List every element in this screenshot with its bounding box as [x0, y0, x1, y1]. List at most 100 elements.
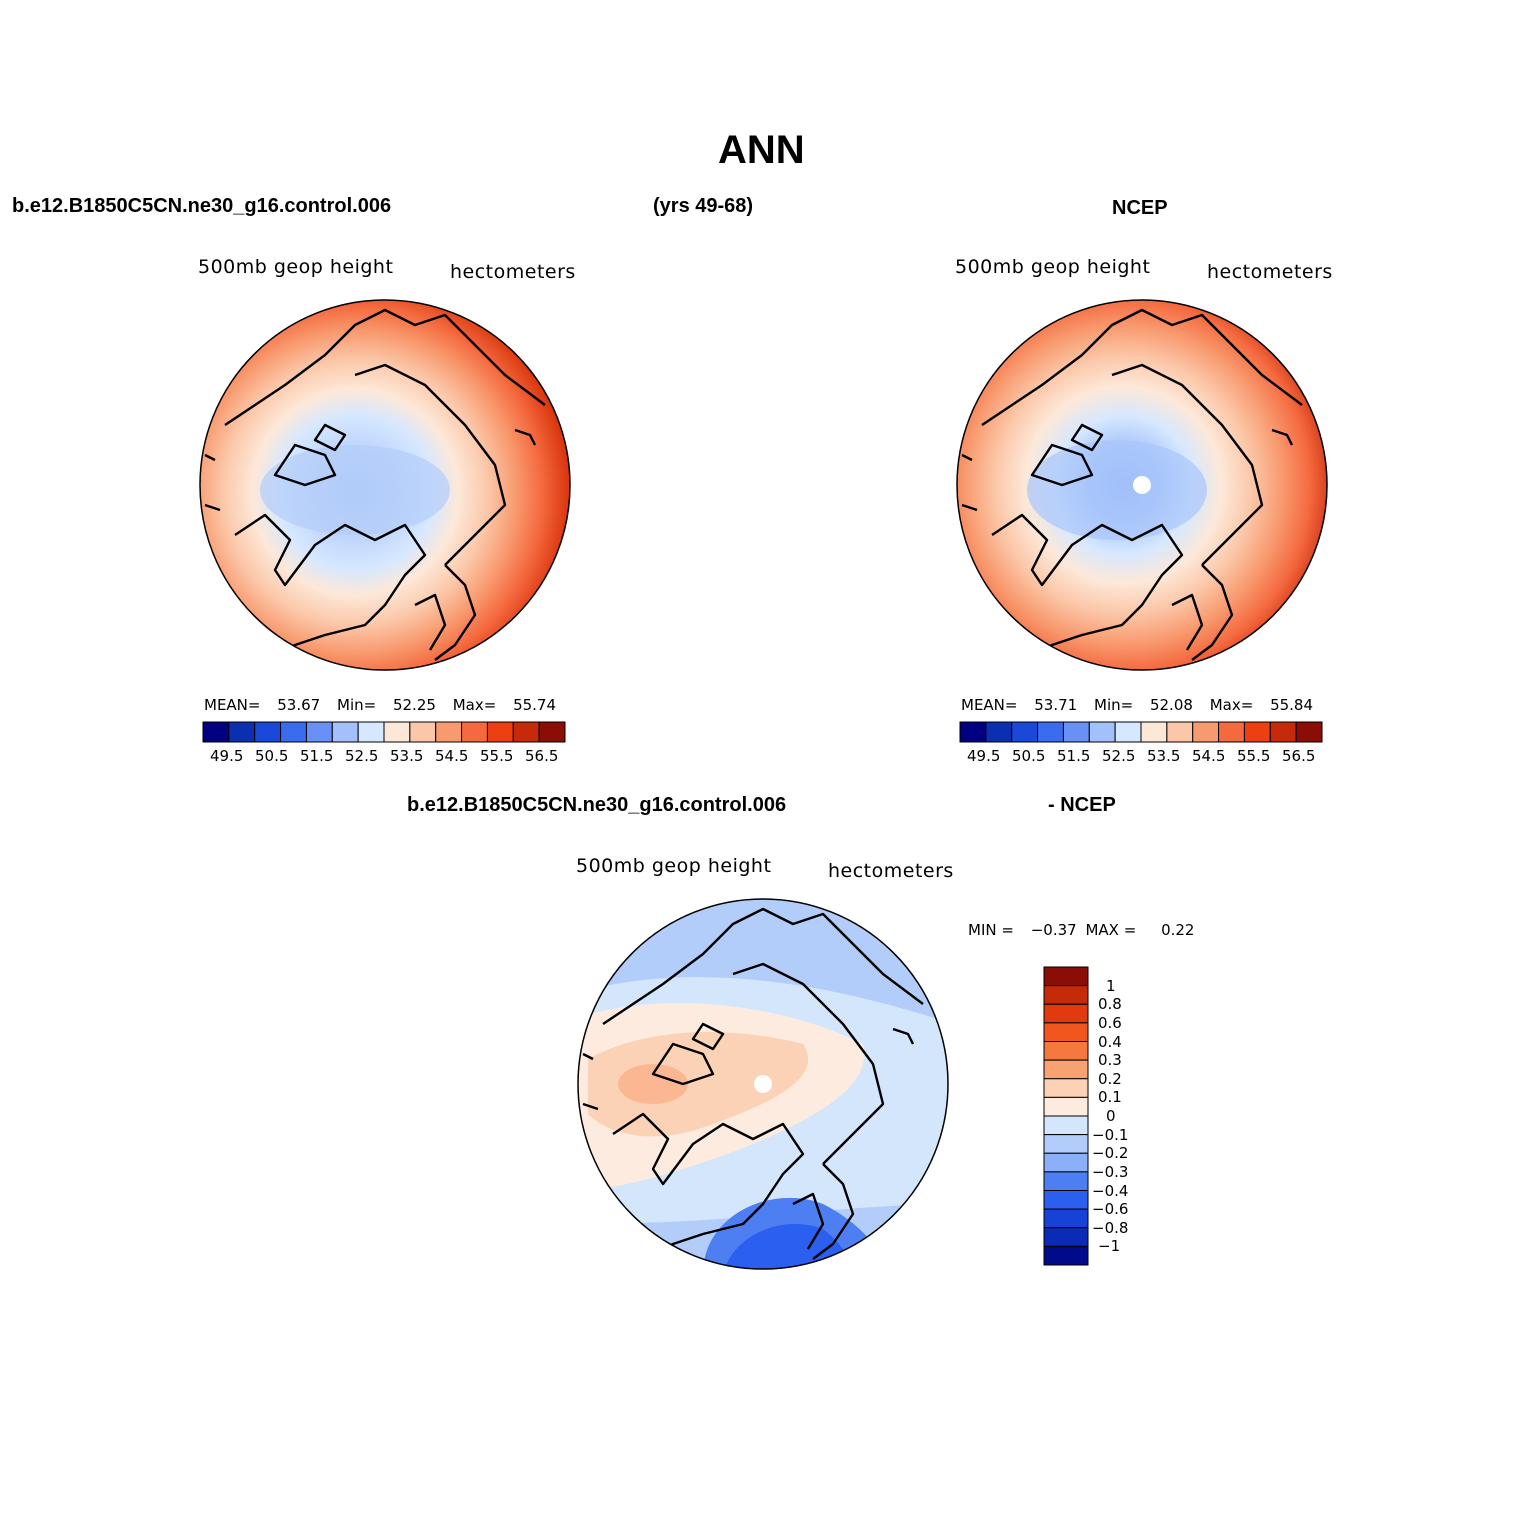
model-colorbar-tick: 52.5 [345, 747, 379, 765]
diff-colorbar-swatch [1043, 1115, 1089, 1136]
obs-colorbar-tick: 50.5 [1012, 747, 1046, 765]
colorbar-swatch [1011, 721, 1039, 743]
model-low-center [260, 445, 450, 535]
model-min-label: Min= [337, 696, 377, 714]
diff-stats: MIN = −0.37 MAX = 0.22 [968, 921, 1194, 939]
diff-colorbar-label: −0.2 [1092, 1144, 1129, 1163]
model-stats: MEAN= 53.67 Min= 52.25 Max= 55.74 [204, 696, 556, 714]
colorbar-swatch [486, 721, 514, 743]
diff-units-label: hectometers [828, 860, 954, 882]
model-colorbar-ticks: 49.5 50.5 51.5 52.5 53.5 54.5 55.5 56.5 [203, 747, 565, 767]
diff-colorbar [1043, 966, 1089, 1266]
colorbar-swatch [357, 721, 385, 743]
obs-colorbar-tick: 52.5 [1102, 747, 1136, 765]
diff-colorbar-swatch [1043, 1245, 1089, 1266]
diff-pole-mask [754, 1075, 772, 1093]
colorbar-swatch [1062, 721, 1090, 743]
obs-colorbar-tick: 53.5 [1147, 747, 1181, 765]
model-variable-label: 500mb geop height [198, 256, 394, 278]
colorbar-swatch [280, 721, 307, 743]
page-title: ANN [718, 128, 805, 172]
obs-low-center [1027, 440, 1207, 540]
colorbar-swatch [1088, 721, 1116, 743]
model-colorbar-tick: 49.5 [210, 747, 244, 765]
diff-min-label: MIN = [968, 921, 1014, 939]
diff-case-header: b.e12.B1850C5CN.ne30_g16.control.006 [407, 794, 787, 816]
diff-colorbar-swatch [1043, 1208, 1089, 1229]
colorbar-swatch [1218, 721, 1245, 743]
diff-colorbar-swatch [1043, 1171, 1089, 1191]
colorbar-swatch [409, 721, 437, 743]
model-colorbar-tick: 51.5 [300, 747, 334, 765]
obs-coastlines [961, 308, 1303, 661]
diff-colorbar-label: 0.3 [1098, 1051, 1122, 1070]
diff-colorbar-swatch [1043, 1022, 1089, 1042]
obs-colorbar-tick: 56.5 [1282, 747, 1316, 765]
colorbar-swatch [1243, 721, 1271, 743]
colorbar-swatch [228, 721, 256, 743]
colorbar-swatch [254, 721, 282, 743]
colorbar-swatch [202, 721, 230, 743]
obs-variable-label: 500mb geop height [955, 256, 1151, 278]
diff-colorbar-swatch [1043, 1078, 1089, 1098]
diff-colorbar-label: 0.8 [1098, 995, 1122, 1014]
diff-colorbar-swatch [1043, 966, 1089, 987]
diff-colorbar-label: −0.1 [1092, 1125, 1129, 1144]
model-min-value: 52.25 [392, 696, 436, 714]
diff-colorbar-swatch [1043, 1059, 1089, 1080]
model-colorbar-tick: 55.5 [480, 747, 514, 765]
obs-colorbar-tick: 55.5 [1237, 747, 1271, 765]
diff-colorbar-swatch [1043, 1227, 1089, 1247]
model-max-value: 55.74 [513, 696, 557, 714]
diff-colorbar-swatch [1043, 1134, 1089, 1154]
colorbar-swatch [305, 721, 333, 743]
model-units-label: hectometers [450, 261, 576, 283]
colorbar-swatch [435, 721, 463, 743]
diff-positive-max [618, 1064, 688, 1104]
diff-colorbar-label: 0.4 [1098, 1032, 1122, 1051]
colorbar-swatch [985, 721, 1013, 743]
model-mean-value: 53.67 [277, 696, 321, 714]
diff-max-label: MAX = [1085, 921, 1137, 939]
obs-units-label: hectometers [1207, 261, 1333, 283]
model-colorbar-tick: 56.5 [525, 747, 559, 765]
years-header: (yrs 49-68) [653, 195, 754, 217]
diff-colorbar-swatch [1043, 1096, 1089, 1117]
diff-colorbar-label: 1 [1106, 976, 1116, 995]
colorbar-swatch [959, 721, 987, 743]
colorbar-swatch [538, 721, 566, 743]
diff-colorbar-label: 0.2 [1098, 1069, 1122, 1088]
colorbar-swatch [1192, 721, 1220, 743]
diff-colorbar-swatch [1043, 1152, 1089, 1173]
model-colorbar-tick: 54.5 [435, 747, 469, 765]
diff-positive-strong [588, 1032, 809, 1137]
diff-colorbar-swatch [1043, 1190, 1089, 1210]
colorbar-swatch [383, 721, 411, 743]
diff-colorbar-label: 0.6 [1098, 1013, 1122, 1032]
diff-obs-header: - NCEP [1048, 794, 1116, 816]
diff-max-value: 0.22 [1161, 921, 1195, 939]
diff-min-value: −0.37 [1030, 921, 1077, 939]
obs-colorbar-tick: 54.5 [1192, 747, 1226, 765]
obs-colorbar-ticks: 49.5 50.5 51.5 52.5 53.5 54.5 55.5 56.5 [960, 747, 1322, 767]
obs-colorbar-tick: 49.5 [967, 747, 1001, 765]
obs-colorbar-tick: 51.5 [1057, 747, 1091, 765]
diff-colorbar-label: −0.8 [1092, 1218, 1129, 1237]
diff-colorbar-label: −1 [1098, 1237, 1121, 1256]
obs-colorbar [959, 721, 1323, 743]
diff-colorbar-swatch [1043, 985, 1089, 1005]
colorbar-swatch [1295, 721, 1323, 743]
diff-colorbar-label: 0 [1106, 1107, 1116, 1125]
diff-coastlines [582, 907, 924, 1260]
diff-map [577, 898, 949, 1270]
colorbar-swatch [1166, 721, 1194, 743]
colorbar-swatch [1140, 721, 1168, 743]
model-colorbar-tick: 50.5 [255, 747, 289, 765]
obs-stats: MEAN= 53.71 Min= 52.08 Max= 55.84 [961, 696, 1313, 714]
model-mean-label: MEAN= [204, 696, 261, 714]
colorbar-swatch [512, 721, 540, 743]
colorbar-swatch [1269, 721, 1297, 743]
obs-name-header: NCEP [1112, 197, 1168, 219]
model-coastlines [204, 308, 546, 661]
obs-min-value: 52.08 [1149, 696, 1193, 714]
